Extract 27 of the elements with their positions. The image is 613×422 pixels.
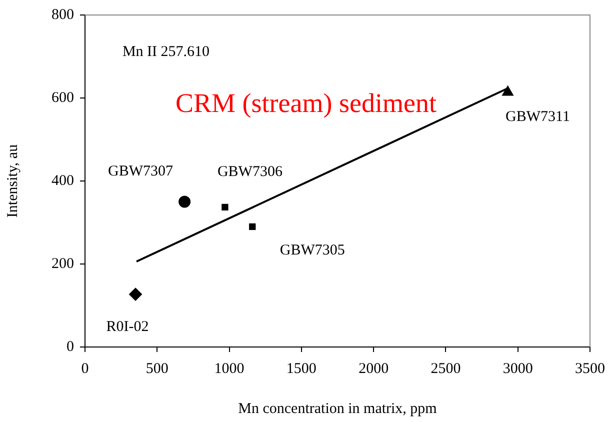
point — [178, 196, 191, 208]
x-tick-label: 3000 — [502, 360, 533, 377]
point — [222, 204, 228, 210]
x-tick-label: 3500 — [575, 360, 605, 377]
y-tick-label: 0 — [66, 338, 74, 355]
y-tick-label: 400 — [52, 172, 74, 189]
y-tick-label: 600 — [52, 90, 74, 106]
annotation: CRM (stream) sediment — [176, 88, 437, 118]
x-tick-label: 2500 — [430, 360, 461, 377]
annotation: GBW7307 — [108, 164, 174, 180]
x-axis-title: Mn concentration in matrix, ppm — [238, 400, 438, 417]
x-tick-label: 1500 — [286, 360, 316, 377]
annotation: Mn II 257.610 — [122, 44, 210, 60]
point — [249, 223, 256, 230]
point — [129, 288, 142, 301]
y-tick-label: 200 — [52, 256, 74, 272]
y-axis-title: Intensity, au — [4, 144, 21, 218]
point — [502, 86, 514, 96]
y-tick-label: 800 — [52, 6, 74, 23]
annotation: GBW7306 — [217, 164, 283, 180]
x-tick-label: 500 — [146, 360, 168, 377]
annotation: R0I-02 — [106, 319, 149, 336]
x-tick-label: 2000 — [358, 360, 389, 377]
annotation: GBW7311 — [506, 109, 570, 126]
x-tick-label: 0 — [81, 360, 89, 377]
x-tick-label: 1000 — [214, 360, 244, 377]
annotation: GBW7305 — [280, 242, 345, 259]
